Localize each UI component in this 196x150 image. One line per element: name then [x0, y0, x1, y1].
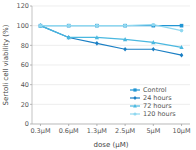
data-point: [95, 24, 99, 28]
legend-label: 24 hours: [143, 94, 172, 102]
data-point: [39, 24, 43, 28]
data-point: [95, 24, 99, 28]
data-point: [179, 45, 183, 49]
series-line: [40, 25, 181, 31]
data-point: [123, 47, 127, 52]
grid-line: [32, 124, 190, 125]
x-tick: [40, 124, 41, 126]
data-point: [151, 40, 155, 44]
x-axis-label: dose (μM): [94, 141, 129, 149]
series-line: [40, 26, 181, 48]
y-tick-label: 0: [25, 120, 29, 128]
series-line: [40, 26, 181, 56]
data-point: [67, 24, 71, 28]
data-point: [123, 24, 127, 28]
legend-label: 72 hours: [143, 102, 172, 110]
y-tick-label: 80: [21, 42, 29, 50]
y-tick-label: 100: [17, 22, 29, 30]
data-point: [39, 24, 43, 28]
legend-label: Control: [143, 86, 167, 94]
legend-marker: [133, 96, 136, 100]
data-point: [180, 53, 184, 58]
x-tick-label: 0.3μM: [30, 127, 50, 135]
x-tick-label: 10μM: [173, 127, 191, 135]
data-point: [39, 23, 43, 28]
grid-line: [32, 65, 190, 66]
x-tick: [68, 124, 69, 126]
x-axis: [32, 124, 190, 125]
data-point: [95, 35, 99, 39]
x-tick-label: 2.5μM: [115, 127, 135, 135]
y-tick-label: 40: [21, 81, 29, 89]
legend-line: [130, 113, 140, 114]
legend-marker: [133, 88, 136, 91]
chart: 0 20 40 60 80 100 120 0.3μM 0.6μM 1.3μM 2.5μM 5μM 10…: [0, 0, 196, 150]
grid-line: [32, 84, 190, 85]
legend-marker: [133, 104, 137, 108]
legend-marker: [133, 112, 136, 115]
y-tick-label: 60: [21, 61, 29, 69]
plot-area: [38, 23, 183, 58]
x-tick: [153, 124, 154, 126]
x-tick: [181, 124, 182, 126]
x-tick-label: 5μM: [146, 127, 160, 135]
y-axis: [32, 6, 33, 124]
x-tick-label: 0.6μM: [59, 127, 79, 135]
data-point: [152, 23, 156, 27]
data-point: [180, 24, 184, 28]
data-point: [152, 47, 156, 52]
y-tick-label: 120: [17, 2, 29, 10]
data-point: [38, 23, 42, 27]
grid-line: [32, 6, 190, 7]
legend-label: 120 hours: [143, 110, 176, 118]
data-point: [152, 24, 156, 28]
data-point: [123, 37, 127, 41]
data-point: [123, 24, 127, 28]
x-tick: [125, 124, 126, 126]
legend: Control24 hours72 hours120 hours: [130, 86, 176, 118]
data-point: [180, 29, 184, 33]
y-axis-label: Sertoli cell viability (%): [2, 24, 10, 105]
data-point: [67, 24, 71, 28]
x-tick: [96, 124, 97, 126]
y-tick-label: 20: [21, 101, 29, 109]
data-point: [67, 35, 71, 39]
legend-line: [130, 89, 140, 90]
data-point: [95, 41, 99, 46]
x-tick-label: 1.3μM: [87, 127, 107, 135]
